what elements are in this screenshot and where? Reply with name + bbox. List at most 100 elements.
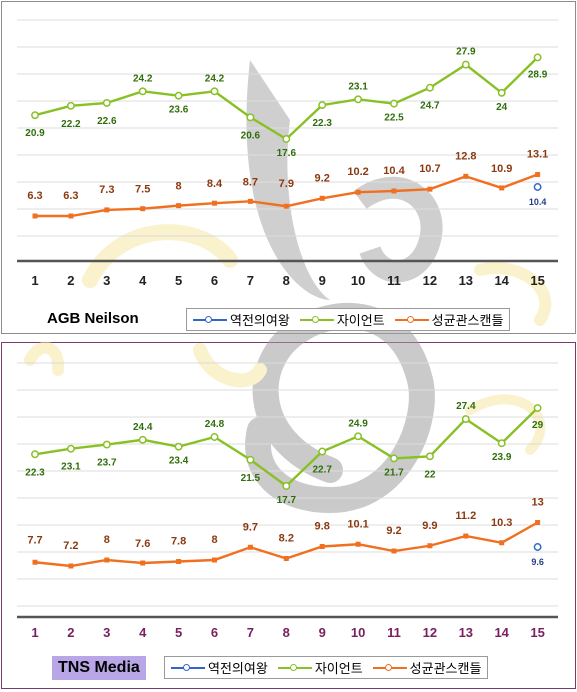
data-label-jaieonteu: 21.5 — [241, 473, 261, 484]
data-label-seonggyungwan: 8 — [211, 534, 217, 546]
data-label-jaieonteu: 22.3 — [312, 118, 332, 129]
data-label-seonggyungwan: 6.3 — [27, 190, 42, 202]
panel-label-agb: AGB Neilson — [47, 310, 139, 327]
legend-swatch-series2 — [299, 315, 334, 325]
data-point-seonggyungwan — [68, 563, 74, 569]
data-point-seonggyungwan — [355, 189, 361, 195]
legend-swatch-series1 — [171, 663, 205, 673]
data-point-seonggyungwan — [283, 556, 289, 561]
data-label-jaieonteu: 28.9 — [528, 69, 548, 80]
data-label-seonggyungwan: 11.2 — [455, 510, 476, 522]
data-label-seonggyungwan: 9.2 — [315, 172, 330, 184]
data-label-seonggyungwan: 9.9 — [422, 520, 437, 532]
data-label-seonggyungwan: 8.7 — [243, 176, 258, 188]
data-label-jaieonteu: 24.8 — [205, 419, 225, 430]
data-point-seonggyungwan — [247, 198, 253, 204]
data-label-jaieonteu: 20.6 — [241, 130, 261, 141]
x-tick-label: 6 — [211, 625, 218, 640]
x-tick-label: 4 — [139, 625, 147, 640]
data-label-jaieonteu: 24.7 — [420, 101, 440, 112]
legend-item-series1: 역전의여왕 — [193, 310, 290, 329]
panel-label-tns: TNS Media — [52, 656, 146, 680]
watermark-shape — [82, 224, 238, 288]
data-label-jaieonteu: 23.1 — [348, 81, 368, 92]
data-point-jaieonteu — [533, 404, 542, 412]
data-label-jaieonteu: 17.7 — [277, 495, 297, 506]
x-tick-label: 11 — [387, 273, 401, 288]
data-point-seonggyungwan — [212, 557, 217, 563]
data-point-seonggyungwan — [283, 203, 289, 209]
legend-text-series1: 역전의여왕 — [230, 314, 290, 329]
legend-agb: 역전의여왕 자이언트 성균관스캔들 — [186, 308, 511, 331]
data-point-seonggyungwan — [32, 213, 38, 219]
data-label-seonggyungwan: 9.7 — [243, 521, 258, 533]
data-point-jaieonteu — [461, 60, 470, 69]
data-point-seonggyungwan — [68, 213, 74, 219]
data-label-seonggyungwan: 10.4 — [383, 165, 405, 177]
x-tick-label: 9 — [319, 273, 326, 288]
data-point-seonggyungwan — [212, 200, 217, 206]
data-label-jaieonteu: 22.6 — [97, 116, 117, 127]
x-tick-label: 14 — [494, 273, 509, 288]
data-point-jaieonteu — [66, 444, 75, 453]
x-tick-label: 9 — [319, 625, 326, 640]
legend-text-series3: 성균관스캔들 — [431, 314, 504, 329]
legend-item-series3: 성균관스캔들 — [394, 310, 504, 329]
data-label-seonggyungwan: 7.9 — [279, 178, 294, 190]
data-point-seonggyungwan — [499, 540, 505, 546]
x-tick-label: 10 — [351, 273, 365, 288]
x-tick-label: 10 — [351, 625, 365, 640]
data-label-seonggyungwan: 7.7 — [27, 534, 42, 546]
x-tick-label: 13 — [459, 273, 473, 288]
data-label-seonggyungwan: 8 — [176, 181, 182, 193]
legend-text-series3: 성균관스캔들 — [409, 662, 482, 677]
data-label-jaieonteu: 24.2 — [205, 73, 225, 84]
data-label-jaieonteu: 23.4 — [169, 456, 189, 467]
legend-text-series1: 역전의여왕 — [208, 662, 268, 677]
x-tick-label: 4 — [139, 273, 147, 288]
legend-text-series2: 자이언트 — [336, 314, 385, 329]
data-label-seonggyungwan: 7.8 — [171, 536, 186, 548]
legend-item-series2: 자이언트 — [299, 310, 385, 329]
data-label-seonggyungwan: 7.5 — [135, 184, 150, 196]
x-tick-label: 15 — [530, 625, 544, 640]
data-point-jaieonteu — [174, 442, 183, 451]
data-label-jaieonteu: 22.2 — [61, 119, 81, 130]
data-point-seonggyungwan — [391, 548, 397, 554]
data-label-seonggyungwan: 9.8 — [315, 521, 330, 533]
data-point-jaieonteu — [246, 455, 255, 464]
data-point-jaieonteu — [102, 440, 111, 449]
data-point-jaieonteu — [497, 439, 506, 448]
data-point-seonggyungwan — [319, 195, 325, 201]
data-label-jaieonteu: 24.2 — [133, 73, 153, 84]
legend-text-series2: 자이언트 — [314, 662, 363, 677]
data-point-seonggyungwan — [247, 544, 253, 550]
data-label-seonggyungwan: 10.7 — [419, 163, 440, 175]
x-tick-label: 3 — [103, 273, 110, 288]
data-label-jaieonteu: 27.4 — [456, 401, 476, 412]
data-label-jaieonteu: 22.3 — [25, 467, 45, 478]
data-label-jaieonteu: 22.7 — [312, 465, 332, 476]
x-tick-label: 2 — [67, 273, 74, 288]
data-point-jaieonteu — [425, 83, 434, 92]
data-point-jaieonteu — [246, 113, 255, 122]
data-label-seonggyungwan: 9.2 — [386, 525, 401, 537]
x-tick-label: 8 — [283, 625, 290, 640]
watermark-shape — [353, 176, 443, 283]
watermark-shape — [465, 394, 546, 455]
data-point-jaieonteu — [138, 87, 147, 96]
data-label-jaieonteu: 29 — [532, 420, 544, 431]
data-label-jaieonteu: 22 — [424, 469, 436, 480]
x-tick-label: 1 — [31, 273, 38, 288]
data-point-seonggyungwan — [535, 520, 541, 525]
legend-swatch-series1 — [193, 315, 227, 325]
x-tick-label: 14 — [494, 625, 509, 640]
data-point-jaieonteu — [461, 415, 470, 424]
x-tick-label: 6 — [211, 273, 218, 288]
data-point-seonggyungwan — [427, 543, 433, 549]
watermark-shape — [245, 303, 435, 514]
legend-swatch-series2 — [277, 663, 312, 673]
data-point-yeokjeon — [533, 183, 542, 191]
